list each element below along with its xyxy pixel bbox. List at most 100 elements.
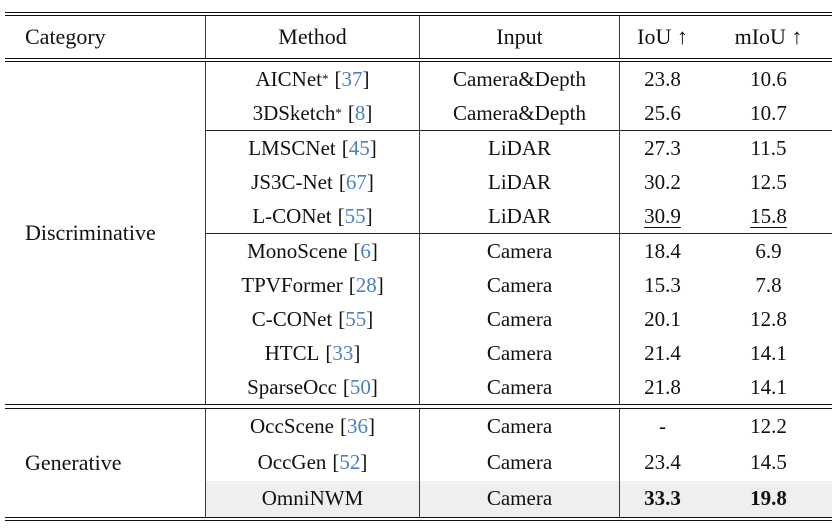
input-cell: Camera <box>420 302 620 337</box>
table-row: 3DSketch * [8] Camera&Depth 25.6 10.7 <box>205 96 832 131</box>
input-cell: LiDAR <box>420 199 620 234</box>
miou-value: 12.8 <box>750 306 787 331</box>
citation-number: 55 <box>345 306 367 331</box>
input-cell: Camera <box>420 268 620 303</box>
citation: [55] <box>337 203 373 228</box>
header-row: Category Method Input IoU ↑ mIoU ↑ <box>5 16 832 59</box>
iou-value: 18.4 <box>644 238 681 263</box>
miou-value: 14.1 <box>750 340 787 365</box>
iou-value: 21.8 <box>644 374 681 399</box>
citation: [8] <box>347 100 373 125</box>
table-row: TPVFormer [28] Camera 15.3 7.8 <box>205 268 832 303</box>
best-iou: 33.3 <box>644 486 681 511</box>
citation: [50] <box>342 374 378 399</box>
method-name: OccGen <box>257 450 327 475</box>
header-iou: IoU ↑ <box>637 24 688 50</box>
miou-value: 11.5 <box>750 135 787 160</box>
block-rows: OccScene [36] Camera - 12.2 OccGen [52] Ca… <box>205 408 832 517</box>
iou-value: 30.9 <box>620 199 705 233</box>
method-name: 3DSketch <box>252 100 336 125</box>
iou-value: 25.6 <box>644 100 681 125</box>
table-row: AICNet * [37] Camera&Depth 23.8 10.6 <box>205 62 832 97</box>
method-name: AICNet <box>255 66 322 91</box>
method-cell: OccGen [52] <box>205 444 420 481</box>
input-cell: LiDAR <box>420 165 620 200</box>
method-cell: MonoScene [6] <box>205 234 420 269</box>
citation-number: 67 <box>345 169 367 194</box>
method-name: LMSCNet <box>248 135 336 160</box>
citation: [67] <box>338 169 374 194</box>
method-name: TPVFormer <box>241 272 343 297</box>
table-row: OccGen [52] Camera 23.4 14.5 <box>205 444 832 481</box>
header-category: Category <box>25 24 106 50</box>
method-cell: HTCL [33] <box>205 336 420 371</box>
citation: [36] <box>339 414 375 439</box>
method-name: OccScene <box>250 414 334 439</box>
citation-number: 28 <box>355 272 377 297</box>
method-name: HTCL <box>264 340 320 365</box>
block-generative: Generative OccScene [36] Camera - 12.2 Oc… <box>5 408 832 517</box>
citation: [45] <box>341 135 377 160</box>
citation-number: 33 <box>332 340 354 365</box>
table-row: C-CONet [55] Camera 20.1 12.8 <box>205 302 832 337</box>
iou-value: - <box>659 414 666 439</box>
method-cell: LMSCNet [45] <box>205 131 420 166</box>
citation-number: 50 <box>349 374 371 399</box>
method-cell: OccScene [36] <box>205 408 420 445</box>
method-cell: TPVFormer [28] <box>205 268 420 303</box>
miou-value: 10.6 <box>750 66 787 91</box>
category-label-generative: Generative <box>25 449 122 475</box>
method-name: MonoScene <box>247 238 348 263</box>
method-name: L-CONet <box>252 203 332 228</box>
citation-number: 55 <box>344 203 366 228</box>
block-rows: AICNet * [37] Camera&Depth 23.8 10.6 3DSke… <box>205 62 832 405</box>
iou-value: 27.3 <box>644 135 681 160</box>
method-name: C-CONet <box>251 306 333 331</box>
miou-value: 6.9 <box>755 238 782 263</box>
input-cell: Camera&Depth <box>420 96 620 131</box>
miou-value: 12.5 <box>750 169 787 194</box>
method-cell: OmniNWM <box>205 480 420 517</box>
input-cell: Camera <box>420 408 620 445</box>
second-best-iou: 30.9 <box>644 203 681 228</box>
method-cell: JS3C-Net [67] <box>205 165 420 200</box>
miou-value: 14.5 <box>750 450 787 475</box>
method-cell: 3DSketch * [8] <box>205 96 420 131</box>
method-name: OmniNWM <box>261 486 364 511</box>
top-rule <box>5 12 832 17</box>
table-row: HTCL [33] Camera 21.4 14.1 <box>205 336 832 371</box>
table-row: SparseOcc [50] Camera 21.8 14.1 <box>205 370 832 405</box>
table-row: L-CONet [55] LiDAR 30.9 15.8 <box>205 199 832 234</box>
header-miou: mIoU ↑ <box>734 24 803 50</box>
method-cell: AICNet * [37] <box>205 62 420 97</box>
citation-number: 37 <box>341 66 363 91</box>
method-cell: C-CONet [55] <box>205 302 420 337</box>
header-input: Input <box>420 16 620 59</box>
citation: [33] <box>325 340 361 365</box>
iou-value: 21.4 <box>644 340 681 365</box>
table-row: JS3C-Net [67] LiDAR 30.2 12.5 <box>205 165 832 200</box>
input-cell: Camera&Depth <box>420 62 620 97</box>
input-cell: Camera <box>420 370 620 405</box>
citation-number: 36 <box>346 414 368 439</box>
method-name: JS3C-Net <box>251 169 333 194</box>
bottom-rule <box>5 516 832 521</box>
citation-number: 8 <box>354 100 366 125</box>
table-row: MonoScene [6] Camera 18.4 6.9 <box>205 233 832 269</box>
input-cell: Camera <box>420 336 620 371</box>
method-name: SparseOcc <box>247 374 337 399</box>
table-row: OccScene [36] Camera - 12.2 <box>205 408 832 445</box>
block-discriminative: Discriminative AICNet * [37] Camera&Depth … <box>5 62 832 405</box>
method-cell: L-CONet [55] <box>205 199 420 234</box>
citation: [28] <box>348 272 384 297</box>
block-separator-rule <box>5 404 832 409</box>
iou-value: 23.8 <box>644 66 681 91</box>
input-cell: Camera <box>420 444 620 481</box>
citation: [37] <box>334 66 370 91</box>
iou-value: 15.3 <box>644 272 681 297</box>
miou-value: 7.8 <box>755 272 782 297</box>
header-rule <box>5 58 832 63</box>
iou-value: 30.2 <box>644 169 681 194</box>
iou-value: 20.1 <box>644 306 681 331</box>
input-cell: Camera <box>420 480 620 517</box>
